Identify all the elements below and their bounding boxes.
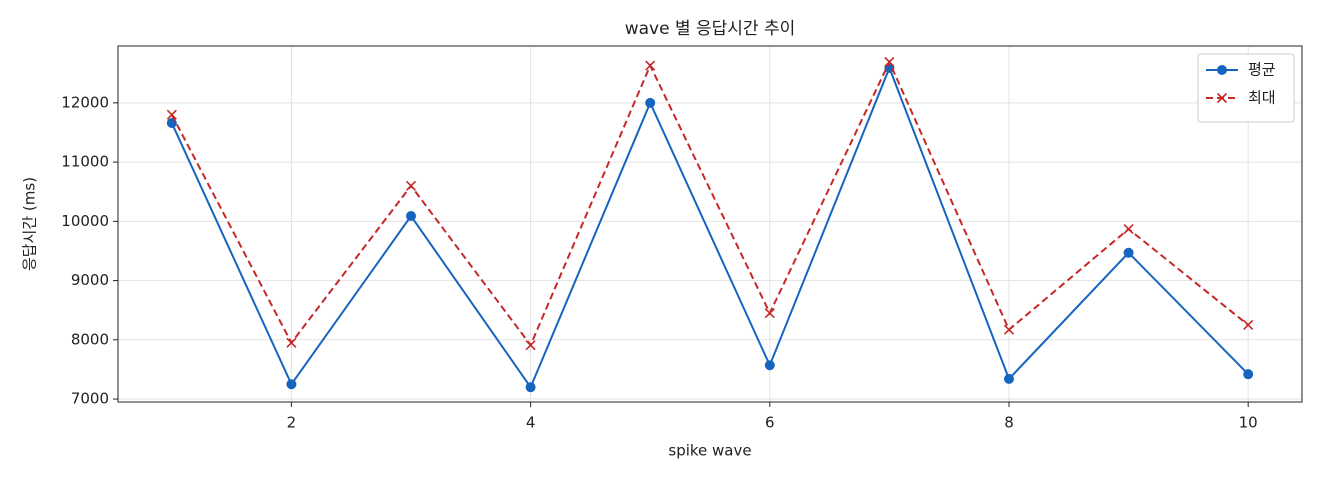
data-point [525, 382, 536, 393]
y-tick-label: 9000 [71, 271, 109, 289]
data-point [764, 308, 775, 319]
series-line [170, 65, 1249, 390]
x-axis-label: spike wave [668, 442, 751, 460]
data-point [1243, 319, 1254, 331]
data-point [764, 360, 775, 371]
data-point [406, 211, 417, 222]
data-point [1123, 223, 1134, 235]
data-point [884, 56, 895, 68]
x-tick-label: 4 [526, 414, 536, 432]
legend-label: 평균 [1248, 61, 1276, 79]
plot-frame [117, 45, 1303, 403]
data-point [286, 337, 297, 348]
x-tick-label: 10 [1239, 414, 1258, 432]
data-point [1003, 373, 1014, 384]
y-tick-label: 7000 [71, 390, 109, 408]
legend-label: 최대 [1248, 89, 1276, 107]
data-point [1003, 324, 1015, 335]
x-tick-label: 2 [287, 414, 297, 432]
y-tick-label: 8000 [71, 330, 109, 348]
x-tick-label: 6 [765, 414, 775, 432]
y-tick-label: 12000 [61, 93, 109, 111]
data-point [166, 109, 177, 120]
y-tick-label: 10000 [61, 212, 109, 230]
data-point [525, 340, 536, 351]
legend-marker [1216, 92, 1228, 104]
data-point [1243, 369, 1254, 380]
chart-title: wave 별 응답시간 추이 [625, 19, 796, 39]
legend-box [1197, 53, 1295, 123]
data-point [286, 379, 297, 390]
y-axis-label: 응답시간 (ms) [21, 177, 39, 271]
data-point [645, 97, 656, 108]
data-point [1123, 247, 1134, 258]
y-tick-label: 11000 [61, 153, 109, 171]
legend-marker [1217, 65, 1227, 75]
data-point [645, 60, 656, 71]
series-line [170, 59, 1249, 348]
x-tick-label: 8 [1004, 414, 1014, 432]
data-point [405, 180, 417, 191]
